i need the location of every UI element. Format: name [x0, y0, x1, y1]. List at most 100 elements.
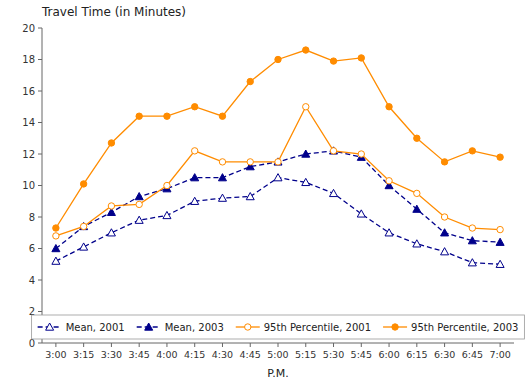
y-tick: [38, 59, 42, 60]
point: [468, 259, 476, 266]
x-tick-label: 6:45: [462, 349, 483, 360]
point: [414, 190, 420, 196]
point: [441, 214, 447, 220]
x-tick: [333, 343, 334, 347]
point: [80, 223, 86, 229]
y-tick: [38, 122, 42, 123]
legend-marker: [145, 323, 153, 330]
point: [219, 159, 225, 165]
point: [218, 174, 226, 181]
x-tick: [305, 343, 306, 347]
x-tick: [194, 343, 195, 347]
point: [192, 148, 198, 154]
x-tick-label: 5:30: [323, 349, 344, 360]
axes: 024681012141618203:003:153:303:454:004:1…: [22, 23, 514, 361]
x-tick-label: 5:15: [295, 349, 316, 360]
point: [358, 55, 364, 61]
point: [274, 158, 282, 165]
y-tick: [38, 154, 42, 155]
point: [469, 148, 475, 154]
point: [358, 151, 364, 157]
series-line: [56, 178, 500, 265]
point: [107, 229, 115, 236]
point: [192, 104, 198, 110]
y-tick-label: 8: [29, 212, 35, 223]
legend-label: 95th Percentile, 2003: [411, 322, 518, 333]
legend-item: 95th Percentile, 2003: [383, 322, 518, 333]
y-tick: [38, 185, 42, 186]
x-tick-label: 3:00: [45, 349, 66, 360]
point: [135, 216, 143, 223]
x-tick-label: 4:45: [240, 349, 261, 360]
point: [218, 194, 226, 201]
point: [164, 182, 170, 188]
x-tick: [55, 343, 56, 347]
y-tick-label: 12: [22, 149, 35, 160]
point: [414, 135, 420, 141]
legend-marker: [245, 324, 251, 330]
x-axis-label: P.M.: [267, 367, 288, 380]
legend-marker: [392, 324, 398, 330]
x-tick: [83, 343, 84, 347]
x-tick: [139, 343, 140, 347]
x-tick-label: 6:30: [434, 349, 455, 360]
x-tick-label: 3:45: [129, 349, 150, 360]
y-tick: [38, 311, 42, 312]
title: Travel Time (in Minutes): [41, 5, 186, 19]
x-tick-label: 3:15: [73, 349, 94, 360]
series-line: [56, 107, 500, 236]
y-tick: [38, 343, 42, 344]
point: [413, 240, 421, 247]
y-tick-label: 20: [22, 23, 35, 34]
y-tick-label: 18: [22, 54, 35, 65]
x-tick-label: 6:00: [378, 349, 399, 360]
x-tick-label: 5:45: [351, 349, 372, 360]
point: [302, 150, 310, 157]
x-tick-label: 4:00: [156, 349, 177, 360]
x-tick: [472, 343, 473, 347]
legend-item: 95th Percentile, 2001: [236, 322, 371, 333]
series-line: [56, 50, 500, 228]
point: [441, 248, 449, 255]
point: [52, 257, 60, 264]
point: [53, 225, 59, 231]
x-tick-label: 3:30: [101, 349, 122, 360]
legend-item: Mean, 2003: [137, 322, 224, 333]
x-tick-label: 5:00: [267, 349, 288, 360]
point: [330, 148, 336, 154]
legend-marker: [46, 323, 54, 330]
point: [469, 225, 475, 231]
point: [441, 159, 447, 165]
point: [80, 181, 86, 187]
legend-label: Mean, 2001: [66, 322, 125, 333]
x-tick: [500, 343, 501, 347]
legend-label: Mean, 2003: [165, 322, 224, 333]
point: [303, 104, 309, 110]
point: [246, 193, 254, 200]
x-tick: [111, 343, 112, 347]
y-tick-label: 6: [29, 243, 35, 254]
y-tick-label: 16: [22, 86, 35, 97]
y-tick-label: 14: [22, 117, 35, 128]
point: [275, 56, 281, 62]
point: [191, 197, 199, 204]
x-tick: [222, 343, 223, 347]
point: [219, 113, 225, 119]
x-tick: [389, 343, 390, 347]
point: [275, 159, 281, 165]
point: [80, 222, 88, 229]
x-tick: [444, 343, 445, 347]
y-tick: [38, 91, 42, 92]
x-tick-label: 4:30: [212, 349, 233, 360]
point: [80, 243, 88, 250]
point: [108, 140, 114, 146]
y-tick: [38, 28, 42, 29]
legend-frame: [32, 315, 525, 339]
legend: Mean, 2001 Mean, 2003 95th Percentile, 200…: [32, 315, 525, 339]
x-tick: [361, 343, 362, 347]
x-tick: [278, 343, 279, 347]
point: [135, 193, 143, 200]
point: [191, 174, 199, 181]
point: [247, 159, 253, 165]
chart: Travel Time (in Minutes)0246810121416182…: [0, 0, 528, 389]
